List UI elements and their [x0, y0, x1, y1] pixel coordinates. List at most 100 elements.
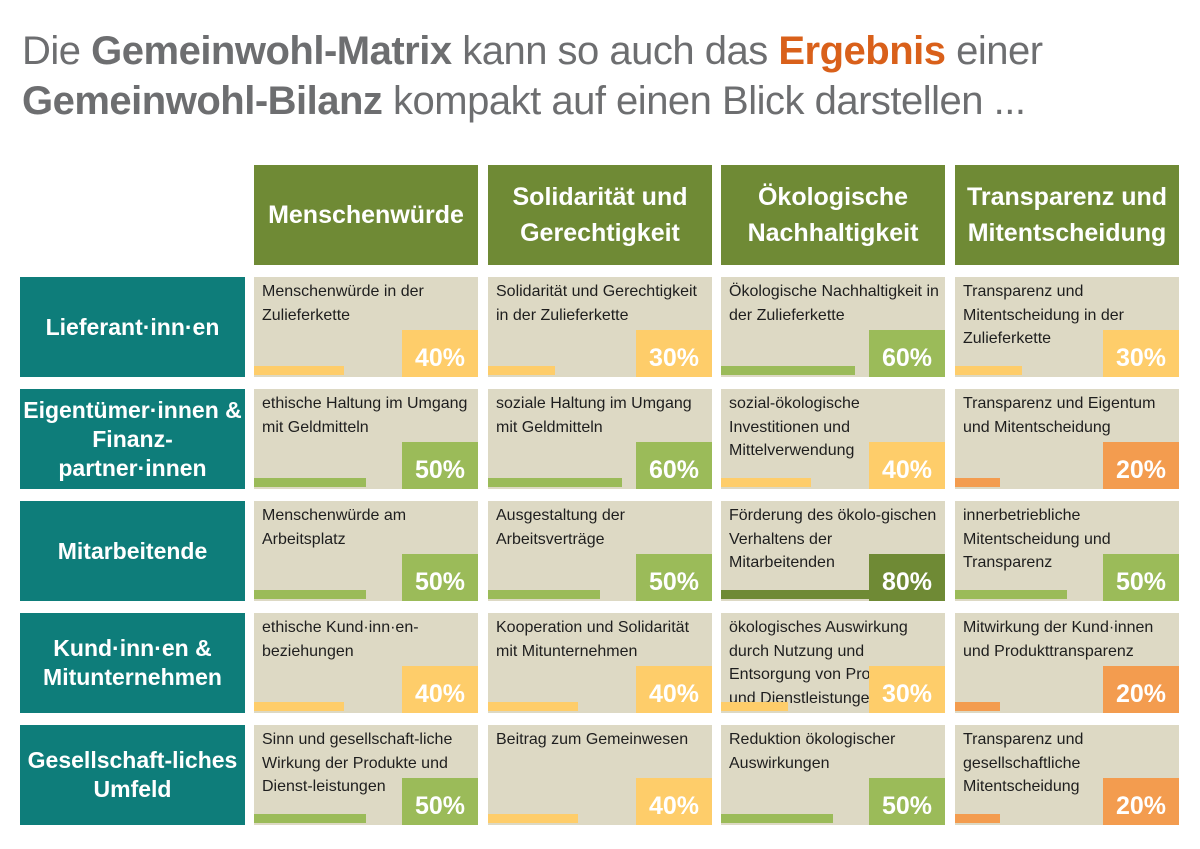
- score-bar: [254, 814, 366, 823]
- column-header: Menschenwürde: [254, 165, 478, 265]
- score-badge: 50%: [402, 442, 478, 489]
- cell-text: Solidarität und Gerechtigkeit in der Zul…: [496, 283, 697, 324]
- score-badge: 20%: [1103, 442, 1179, 489]
- row-header-label: Mitarbeitende: [57, 537, 208, 564]
- matrix-cell: soziale Haltung im Umgang mit Geldmittel…: [488, 389, 712, 489]
- title-line-2: Gemeinwohl-Bilanz kompakt auf einen Blic…: [22, 76, 1043, 126]
- row-header-label: Eigentümer·innen & Finanz-partner·innen: [23, 396, 242, 481]
- row-header: Lieferant·inn·en: [20, 277, 245, 377]
- matrix-cell: Beitrag zum Gemeinwesen 40%: [488, 725, 712, 825]
- cell-text: Mitwirkung der Kund·innen und Produkttra…: [963, 619, 1154, 660]
- score-bar: [254, 366, 344, 375]
- cell-text: Ökologische Nachhaltigkeit in der Zulief…: [729, 283, 939, 324]
- cell-text: Menschenwürde in der Zulieferkette: [262, 283, 424, 324]
- cell-text: Beitrag zum Gemeinwesen: [496, 731, 689, 748]
- score-badge: 50%: [402, 554, 478, 601]
- cell-text: Ausgestaltung der Arbeitsverträge: [496, 507, 625, 548]
- row-header-label: Kund·inn·en & Mitunternehmen: [43, 635, 222, 690]
- cell-text: innerbetriebliche Mitentscheidung und Tr…: [963, 507, 1111, 571]
- score-badge: 80%: [869, 554, 945, 601]
- score-bar: [955, 478, 1000, 487]
- matrix-cell: Transparenz und gesellschaftliche Mitent…: [955, 725, 1179, 825]
- title-text: kann so auch das: [451, 29, 779, 73]
- score-bar: [721, 590, 901, 599]
- cell-text: Kooperation und Solidarität mit Mitunter…: [496, 619, 690, 660]
- score-bar: [488, 590, 600, 599]
- column-header: Transparenz und Mitentscheidung: [955, 165, 1179, 265]
- score-badge: 40%: [869, 442, 945, 489]
- score-bar: [721, 814, 833, 823]
- title-text: einer: [945, 29, 1043, 73]
- score-bar: [254, 590, 366, 599]
- matrix-cell: Förderung des ökolo-gischen Verhaltens d…: [721, 501, 945, 601]
- cell-text: Förderung des ökolo-gischen Verhaltens d…: [729, 507, 937, 571]
- cell-text: Menschenwürde am Arbeitsplatz: [262, 507, 407, 548]
- score-bar: [488, 702, 578, 711]
- row-header-label: Lieferant·inn·en: [45, 313, 220, 340]
- matrix-cell: Mitwirkung der Kund·innen und Produkttra…: [955, 613, 1179, 713]
- matrix-cell: Menschenwürde in der Zulieferkette 40%: [254, 277, 478, 377]
- score-bar: [955, 590, 1067, 599]
- matrix-cell: Ausgestaltung der Arbeitsverträge 50%: [488, 501, 712, 601]
- cell-text: Reduktion ökologischer Auswirkungen: [729, 731, 896, 772]
- score-badge: 50%: [1103, 554, 1179, 601]
- score-badge: 50%: [402, 778, 478, 825]
- score-badge: 20%: [1103, 666, 1179, 713]
- title-bold: Gemeinwohl-Matrix: [91, 29, 452, 73]
- score-bar: [254, 702, 344, 711]
- score-badge: 40%: [402, 330, 478, 377]
- score-bar: [488, 478, 623, 487]
- cell-text: soziale Haltung im Umgang mit Geldmittel…: [496, 395, 692, 436]
- matrix-cell: Menschenwürde am Arbeitsplatz 50%: [254, 501, 478, 601]
- title-accent: Ergebnis: [778, 29, 946, 73]
- score-badge: 50%: [869, 778, 945, 825]
- score-bar: [955, 814, 1000, 823]
- score-bar: [488, 366, 556, 375]
- score-bar: [955, 366, 1023, 375]
- score-badge: 40%: [636, 666, 712, 713]
- score-bar: [721, 478, 811, 487]
- matrix-cell: Ökologische Nachhaltigkeit in der Zulief…: [721, 277, 945, 377]
- column-header-label: Menschenwürde: [268, 201, 464, 229]
- cell-text: ethische Haltung im Umgang mit Geldmitte…: [262, 395, 468, 436]
- row-header-label: Gesellschaft-liches Umfeld: [27, 747, 238, 802]
- matrix-cell: ökologisches Auswirkung durch Nutzung un…: [721, 613, 945, 713]
- row-header: Eigentümer·innen & Finanz-partner·innen: [20, 389, 245, 489]
- cell-text: Transparenz und Mitentscheidung in der Z…: [963, 283, 1124, 347]
- score-badge: 50%: [636, 554, 712, 601]
- score-badge: 30%: [869, 666, 945, 713]
- score-badge: 30%: [1103, 330, 1179, 377]
- row-header: Kund·inn·en & Mitunternehmen: [20, 613, 245, 713]
- score-bar: [955, 702, 1000, 711]
- matrix-cell: Solidarität und Gerechtigkeit in der Zul…: [488, 277, 712, 377]
- column-header-label: Transparenz und Mitentscheidung: [966, 183, 1168, 247]
- matrix-cell: ethische Haltung im Umgang mit Geldmitte…: [254, 389, 478, 489]
- score-badge: 60%: [636, 442, 712, 489]
- cell-text: Transparenz und Eigentum und Mitentschei…: [963, 395, 1156, 436]
- page-title: Die Gemeinwohl-Matrix kann so auch das E…: [22, 26, 1043, 126]
- title-line-1: Die Gemeinwohl-Matrix kann so auch das E…: [22, 26, 1043, 76]
- score-badge: 20%: [1103, 778, 1179, 825]
- score-bar: [488, 814, 578, 823]
- cell-text: Sinn und gesellschaft-liche Wirkung der …: [262, 731, 453, 795]
- title-text: kompakt auf einen Blick darstellen ...: [382, 79, 1026, 123]
- matrix-cell: ethische Kund·inn·en-beziehungen 40%: [254, 613, 478, 713]
- row-header: Gesellschaft-liches Umfeld: [20, 725, 245, 825]
- column-header-label: Solidarität und Gerechtigkeit: [512, 183, 688, 247]
- cell-text: ethische Kund·inn·en-beziehungen: [262, 619, 419, 660]
- row-header: Mitarbeitende: [20, 501, 245, 601]
- matrix-cell: Sinn und gesellschaft-liche Wirkung der …: [254, 725, 478, 825]
- matrix-cell: Transparenz und Mitentscheidung in der Z…: [955, 277, 1179, 377]
- matrix-cell: Transparenz und Eigentum und Mitentschei…: [955, 389, 1179, 489]
- matrix-cell: sozial-ökologische Investitionen und Mit…: [721, 389, 945, 489]
- column-header: Solidarität und Gerechtigkeit: [488, 165, 712, 265]
- score-badge: 60%: [869, 330, 945, 377]
- score-bar: [721, 366, 856, 375]
- matrix-cell: Reduktion ökologischer Auswirkungen 50%: [721, 725, 945, 825]
- score-bar: [254, 478, 366, 487]
- cell-text: Transparenz und gesellschaftliche Mitent…: [963, 731, 1084, 795]
- title-text: Die: [22, 29, 92, 73]
- cell-text: sozial-ökologische Investitionen und Mit…: [729, 395, 860, 459]
- score-bar: [721, 702, 789, 711]
- score-badge: 30%: [636, 330, 712, 377]
